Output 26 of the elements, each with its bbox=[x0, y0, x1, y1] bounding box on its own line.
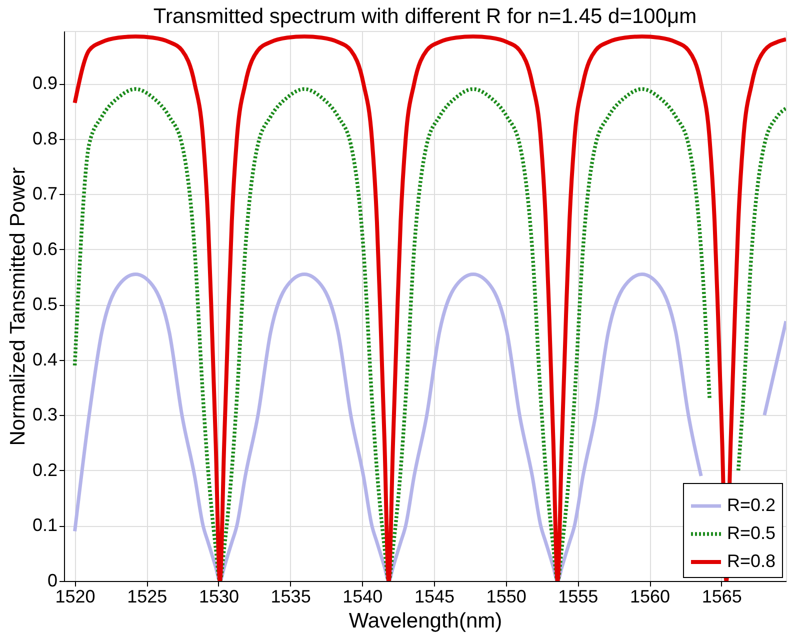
legend-label: R=0.8 bbox=[727, 551, 776, 571]
y-tick-label: 0.1 bbox=[32, 515, 58, 536]
y-tick-label: 0.4 bbox=[32, 349, 58, 370]
x-tick-label: 1550 bbox=[486, 586, 526, 606]
chart-title: Transmitted spectrum with different R for n=1.45 d=100μm bbox=[153, 5, 697, 28]
x-tick-label: 1565 bbox=[702, 586, 742, 606]
y-tick-label: 0 bbox=[47, 570, 58, 590]
x-tick-label: 1525 bbox=[127, 586, 168, 606]
y-tick-label: 0.9 bbox=[32, 73, 58, 94]
x-tick-label: 1530 bbox=[198, 586, 239, 606]
y-tick-label: 0.5 bbox=[32, 294, 58, 314]
y-tick-label: 0.7 bbox=[32, 184, 58, 204]
y-axis-title: Normalized Tansmitted Power bbox=[6, 167, 30, 446]
x-tick-label: 1520 bbox=[55, 586, 96, 606]
x-tick-label: 1545 bbox=[414, 586, 455, 606]
legend-label: R=0.2 bbox=[727, 495, 776, 515]
x-tick-label: 1535 bbox=[270, 586, 311, 606]
x-tick-label: 1540 bbox=[342, 586, 383, 606]
y-tick-label: 0.2 bbox=[32, 460, 58, 480]
x-tick-label: 1560 bbox=[630, 586, 670, 606]
y-tick-label: 0.8 bbox=[32, 128, 58, 148]
x-axis-title: Wavelength(nm) bbox=[348, 610, 502, 632]
y-tick-label: 0.6 bbox=[32, 238, 58, 259]
legend-label: R=0.5 bbox=[727, 523, 776, 543]
y-tick-label: 0.3 bbox=[32, 404, 58, 425]
x-tick-label: 1555 bbox=[558, 586, 598, 606]
